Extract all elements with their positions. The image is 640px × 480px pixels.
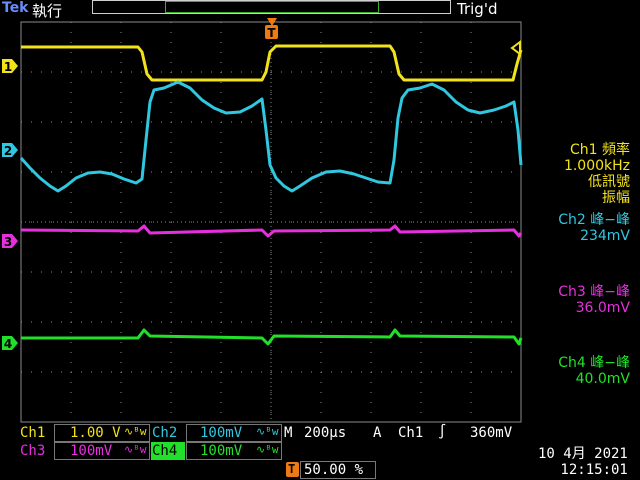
ch3-peak-to-peak-measurement[interactable]: Ch3 峰−峰 36.0mV	[558, 284, 630, 316]
brand-logo: Tek	[2, 0, 29, 16]
measurement-value: 1.000kHz	[563, 158, 630, 174]
ch3-trace	[20, 224, 523, 238]
measurement-value: 234mV	[580, 228, 630, 244]
time-display: 12:15:01	[560, 462, 628, 478]
ch4-label[interactable]: Ch4	[152, 443, 178, 459]
graticule	[20, 21, 522, 423]
svg-text:T: T	[267, 26, 276, 40]
timebase-value[interactable]: 200µs	[304, 425, 347, 441]
measurement-warning: 振幅	[602, 190, 630, 206]
trigger-level-value[interactable]: 360mV	[470, 425, 513, 441]
measurement-label: Ch2 峰−峰	[558, 212, 630, 228]
trigger-position-value: 50.00 %	[304, 462, 364, 478]
date-time-display: 10 4月 2021 12:15:01	[538, 446, 628, 478]
ch4-ground-marker[interactable]: 4	[2, 336, 18, 351]
ch2-scale-box[interactable]	[186, 424, 282, 442]
bandwidth-limit-icon: ∿ᴮw	[124, 425, 147, 438]
ch1-frequency-measurement[interactable]: Ch1 頻率 1.000kHz 低訊號 振幅	[564, 142, 630, 206]
ch3-ground-marker[interactable]: 3	[2, 234, 18, 249]
trigger-position-marker[interactable]: T	[265, 18, 278, 40]
svg-text:2: 2	[4, 144, 12, 158]
ch4-volts-per-div: 100mV	[200, 443, 243, 459]
trigger-position-box[interactable]	[300, 461, 376, 479]
ch1-label[interactable]: Ch1	[20, 425, 46, 441]
status-bar: Tek 執行 Trig'd	[0, 0, 640, 20]
timebase-label: M	[284, 425, 293, 441]
measurement-label: Ch4 峰−峰	[558, 355, 630, 371]
ch2-peak-to-peak-measurement[interactable]: Ch2 峰−峰 234mV	[558, 212, 630, 244]
measurement-label: Ch3 峰−峰	[558, 284, 630, 300]
ch1-ground-marker[interactable]: 1	[2, 59, 18, 74]
bandwidth-limit-icon: ∿ᴮw	[256, 443, 279, 456]
trigger-slope-icon: ∫	[438, 424, 447, 440]
trigger-level-marker[interactable]	[510, 40, 521, 56]
ch3-scale-box[interactable]	[54, 442, 150, 460]
ch2-label[interactable]: Ch2	[152, 425, 178, 441]
ch3-volts-per-div: 100mV	[70, 443, 113, 459]
ch1-trace	[21, 44, 523, 82]
ch3-label[interactable]: Ch3	[20, 443, 46, 459]
ch2-volts-per-div: 100mV	[200, 425, 243, 441]
measurement-warning: 低訊號	[588, 174, 630, 190]
ch2-trace	[19, 80, 523, 193]
ch4-label-highlight	[151, 442, 185, 460]
ch1-scale-box[interactable]	[54, 424, 150, 442]
record-length-bar	[92, 0, 451, 14]
measurement-value: 40.0mV	[575, 371, 630, 387]
ch2-ground-marker[interactable]: 2	[2, 143, 18, 158]
ch4-scale-box[interactable]	[186, 442, 282, 460]
trigger-position-icon	[286, 462, 299, 477]
display-window-indicator	[165, 1, 379, 13]
run-state-label: 執行	[32, 2, 63, 20]
bandwidth-limit-icon: ∿ᴮw	[124, 443, 147, 456]
trigger-mode: A	[373, 425, 382, 441]
date-display: 10 4月 2021	[538, 446, 628, 462]
trigger-position-icon-label: T	[288, 462, 296, 476]
svg-text:3: 3	[4, 235, 12, 249]
measurement-value: 36.0mV	[575, 300, 630, 316]
ch4-peak-to-peak-measurement[interactable]: Ch4 峰−峰 40.0mV	[558, 355, 630, 387]
bandwidth-limit-icon: ∿ᴮw	[256, 425, 279, 438]
ch4-trace	[21, 328, 523, 346]
svg-text:4: 4	[4, 337, 12, 351]
svg-text:1: 1	[4, 60, 12, 74]
trigger-source[interactable]: Ch1	[398, 425, 424, 441]
measurement-label: Ch1 頻率	[569, 142, 630, 158]
ch1-volts-per-div: 1.00 V	[70, 425, 121, 441]
trigger-state-label: Trig'd	[457, 0, 498, 18]
